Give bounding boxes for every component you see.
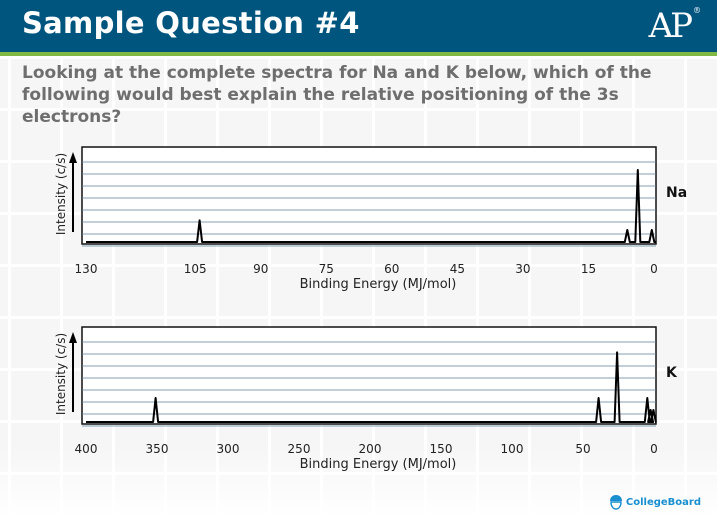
x-tick-label: 90 <box>253 262 269 276</box>
x-tick-label: 45 <box>449 262 466 276</box>
collegeboard-logo: CollegeBoard <box>609 494 701 510</box>
spectrum-chart-k: 400 350 300 250 200 150 100 50 0 Binding Energy (… <box>0 320 717 490</box>
x-tick-label: 60 <box>384 262 400 276</box>
arrow-up-icon <box>69 332 77 343</box>
x-axis-label: Binding Energy (MJ/mol) <box>299 277 457 292</box>
y-axis-label: Intensity (c/s) <box>54 152 68 236</box>
chart-svg <box>69 326 657 427</box>
x-tick-label: 350 <box>145 442 169 456</box>
spectrum-chart-na: 130 105 90 75 60 45 30 15 0 Binding Energy (MJ/mo… <box>0 140 717 310</box>
spectrum-peak <box>649 409 652 411</box>
spectrum-peak <box>597 397 600 399</box>
x-tick-label: 200 <box>358 442 382 456</box>
x-tick-label: 130 <box>74 262 98 276</box>
x-tick-label: 250 <box>287 442 311 456</box>
element-label: Na <box>666 185 688 201</box>
x-tick-label: 75 <box>318 262 334 276</box>
spectrum-peak <box>637 169 639 171</box>
slide-title: Sample Question #4 <box>22 6 360 40</box>
question-text: Looking at the complete spectra for Na a… <box>22 63 652 127</box>
slide-header: Sample Question #4 AP ® <box>0 0 717 56</box>
spectrum-peak <box>626 229 629 231</box>
registered-mark: ® <box>693 6 701 15</box>
x-tick-label: 30 <box>515 262 531 276</box>
x-tick-label: 100 <box>500 442 524 456</box>
slide-background <box>0 56 717 518</box>
ap-logo-text: AP <box>648 6 693 46</box>
x-axis-label: Binding Energy (MJ/mol) <box>299 457 457 472</box>
spectrum-peak <box>651 229 653 231</box>
chart-svg <box>69 146 657 247</box>
spectrum-peak <box>646 397 649 399</box>
plot-frame <box>81 146 657 245</box>
x-tick-label: 15 <box>580 262 597 276</box>
arrow-up-icon <box>69 152 77 163</box>
x-tick-label: 50 <box>575 442 591 456</box>
x-tick-label: 300 <box>216 442 240 456</box>
x-tick-label: 105 <box>183 262 207 276</box>
x-tick-label: 400 <box>74 442 98 456</box>
ap-logo: AP ® <box>649 6 701 46</box>
acorn-icon <box>609 495 622 510</box>
x-tick-label: 0 <box>650 262 658 276</box>
plot-frame <box>81 326 657 425</box>
spectrum-peak <box>652 409 655 411</box>
y-axis-label: Intensity (c/s) <box>54 332 68 416</box>
element-label: K <box>666 365 677 381</box>
spectrum-peak <box>616 351 618 354</box>
collegeboard-brand: CollegeBoard <box>625 496 701 508</box>
spectrum-peak <box>154 397 157 399</box>
spectrum-line <box>86 169 656 243</box>
spectrum-line <box>86 351 657 423</box>
x-tick-label: 150 <box>429 442 453 456</box>
spectrum-peak <box>198 219 201 222</box>
x-tick-label: 0 <box>650 442 658 456</box>
